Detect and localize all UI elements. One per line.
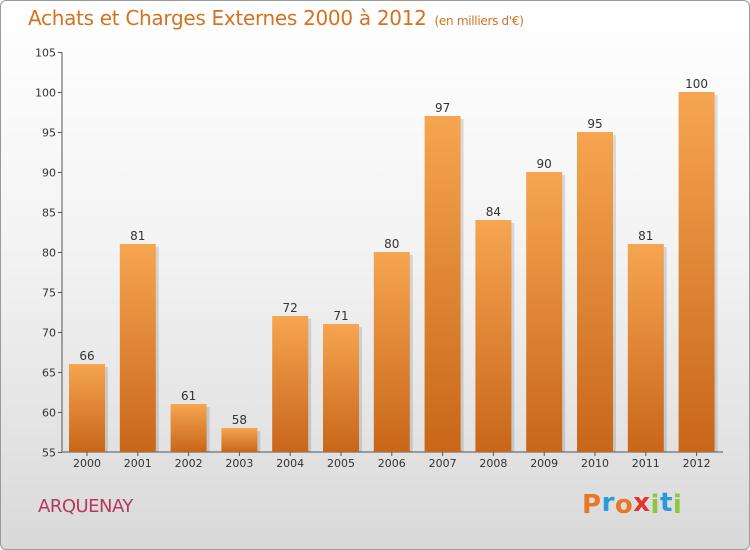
y-tick-label: 60 [42, 407, 56, 420]
y-tick-label: 70 [42, 327, 56, 340]
bar-2009 [526, 172, 563, 452]
bar-2008 [475, 220, 512, 452]
x-tick-label-2012: 2012 [683, 457, 711, 470]
x-tick-label-2003: 2003 [225, 457, 253, 470]
proxiti-logo: Proxiti [582, 488, 683, 520]
bar-2004 [272, 316, 309, 452]
y-tick-label: 100 [35, 87, 56, 100]
bar-2007 [424, 116, 461, 452]
y-tick-label: 75 [42, 287, 56, 300]
chart-title-text: Achats et Charges Externes 2000 à 2012 [28, 6, 427, 30]
x-tick-label-2001: 2001 [124, 457, 152, 470]
logo-letter: t [659, 488, 673, 518]
data-label-2002: 61 [181, 389, 196, 403]
data-label-2000: 66 [79, 349, 94, 363]
bar-2000 [69, 364, 105, 452]
y-tick-label: 85 [42, 207, 56, 220]
x-tick-label-2005: 2005 [327, 457, 355, 470]
logo-letter: i [672, 490, 683, 520]
chart-title: Achats et Charges Externes 2000 à 2012 (e… [28, 6, 524, 30]
y-tick-label: 90 [42, 167, 56, 180]
logo-letter: i [650, 490, 660, 520]
bar-2001 [119, 244, 156, 452]
commune-name: ARQUENAY [38, 496, 133, 517]
logo-letter: P [582, 490, 602, 520]
logo-letter: r [601, 488, 615, 518]
chart-subtitle: (en milliers d'€) [434, 14, 524, 28]
data-label-2005: 71 [333, 309, 348, 323]
x-tick-label-2010: 2010 [581, 457, 609, 470]
y-tick-label: 65 [42, 367, 56, 380]
bar-2005 [323, 324, 359, 452]
logo-letter: o [614, 490, 634, 520]
data-label-2010: 95 [587, 117, 602, 131]
x-tick-label-2008: 2008 [479, 457, 507, 470]
x-tick-label-2000: 2000 [73, 457, 101, 470]
data-label-2008: 84 [486, 205, 501, 219]
data-label-2011: 81 [638, 229, 653, 243]
bar-2003 [221, 428, 258, 452]
bar-2011 [627, 244, 664, 452]
data-label-2012: 100 [685, 77, 708, 91]
data-label-2006: 80 [384, 237, 399, 251]
y-tick-label: 55 [42, 447, 56, 460]
axes: 55 60 65 70 75 80 85 90 95 100 105 2000 2001 2002 2003… [35, 47, 723, 470]
data-label-2007: 97 [435, 101, 450, 115]
x-tick-label-2011: 2011 [632, 457, 660, 470]
data-labels: 66 81 61 58 72 71 80 97 84 90 95 81 100 [79, 77, 708, 427]
x-tick-label-2006: 2006 [378, 457, 406, 470]
x-tick-label-2002: 2002 [175, 457, 203, 470]
bars [69, 92, 718, 452]
bar-2006 [373, 252, 410, 452]
x-tick-label-2007: 2007 [429, 457, 457, 470]
data-label-2001: 81 [130, 229, 145, 243]
x-tick-label-2009: 2009 [530, 457, 558, 470]
y-tick-label: 105 [35, 47, 56, 60]
bar-2012 [678, 92, 715, 452]
data-label-2009: 90 [537, 157, 552, 171]
bar-2010 [577, 132, 613, 452]
y-tick-label: 95 [42, 127, 56, 140]
y-tick-label: 80 [42, 247, 56, 260]
bar-2002 [170, 404, 207, 452]
data-label-2003: 58 [232, 413, 247, 427]
data-label-2004: 72 [283, 301, 298, 315]
logo-letter: x [633, 488, 651, 518]
x-tick-label-2004: 2004 [276, 457, 304, 470]
